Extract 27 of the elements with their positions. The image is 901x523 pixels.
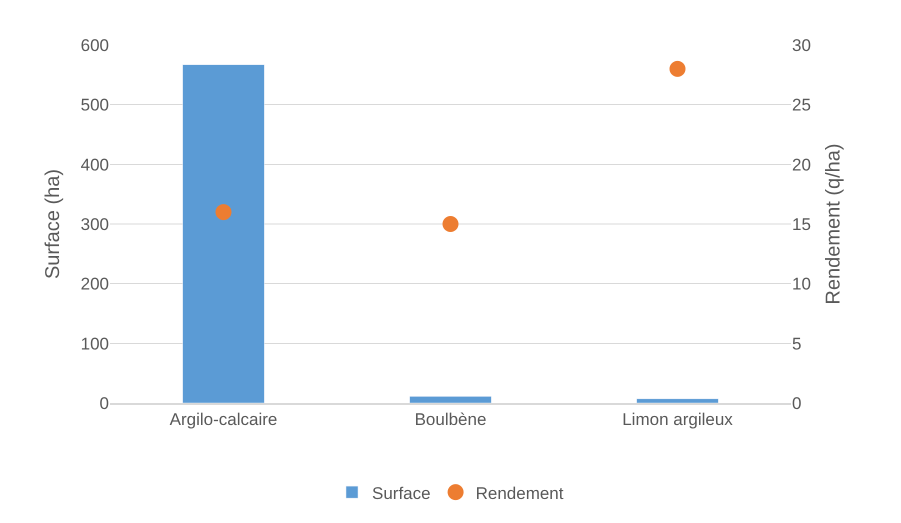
y2-tick-label: 0 — [792, 394, 802, 413]
legend-label: Rendement — [476, 484, 564, 503]
y-tick-label: 500 — [80, 96, 109, 115]
x-tick-label: Argilo-calcaire — [170, 410, 278, 430]
y2-tick-label: 30 — [792, 36, 811, 55]
bar — [409, 396, 492, 403]
y2-tick-label: 15 — [792, 214, 811, 234]
bar — [182, 64, 265, 403]
point — [442, 216, 458, 232]
y2-tick-label: 20 — [792, 155, 811, 174]
y-tick-label: 200 — [80, 274, 109, 294]
y2-tick-label: 5 — [792, 334, 802, 354]
y-axis-title: Surface (ha) — [42, 168, 64, 280]
y-tick-label: 0 — [100, 394, 109, 413]
point — [216, 204, 232, 220]
y2-axis-title: Rendement (q/ha) — [822, 143, 844, 305]
legend-label: Surface — [372, 484, 431, 503]
y-tick-label: 300 — [80, 214, 109, 234]
x-tick-label: Boulbène — [414, 410, 486, 430]
y-tick-label: 600 — [80, 36, 109, 55]
x-tick-label: Limon argileux — [622, 410, 734, 430]
y2-tick-label: 10 — [792, 274, 811, 294]
y-tick-label: 400 — [80, 155, 109, 174]
y2-tick-label: 25 — [792, 96, 811, 115]
bar — [636, 398, 719, 403]
point — [670, 60, 686, 77]
y-tick-label: 100 — [80, 334, 109, 354]
